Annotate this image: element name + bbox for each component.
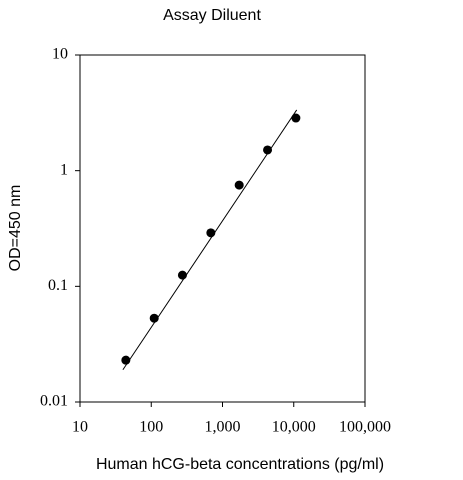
data-point [149,313,159,323]
y-tick-label: 0.01 [40,393,68,410]
y-tick-label: 0.1 [48,277,68,294]
x-tick-label: 10,000 [272,419,316,436]
x-tick-label: 100,000 [339,419,391,436]
data-point [263,145,273,155]
y-tick-label: 10 [52,46,68,63]
plot-frame [79,54,366,403]
data-point [291,113,301,123]
x-tick-label: 1,000 [205,419,241,436]
data-point [206,228,216,238]
data-point [121,355,131,365]
x-axis-label: Human hCG-beta concentrations (pg/ml) [96,456,384,473]
data-point [177,270,187,280]
x-tick-label: 100 [139,419,163,436]
y-axis-label: OD=450 nm [7,185,24,272]
data-point [234,180,244,190]
chart-title: Assay Diluent [163,7,261,24]
y-tick-label: 1 [60,161,68,178]
x-tick-label: 10 [72,419,88,436]
